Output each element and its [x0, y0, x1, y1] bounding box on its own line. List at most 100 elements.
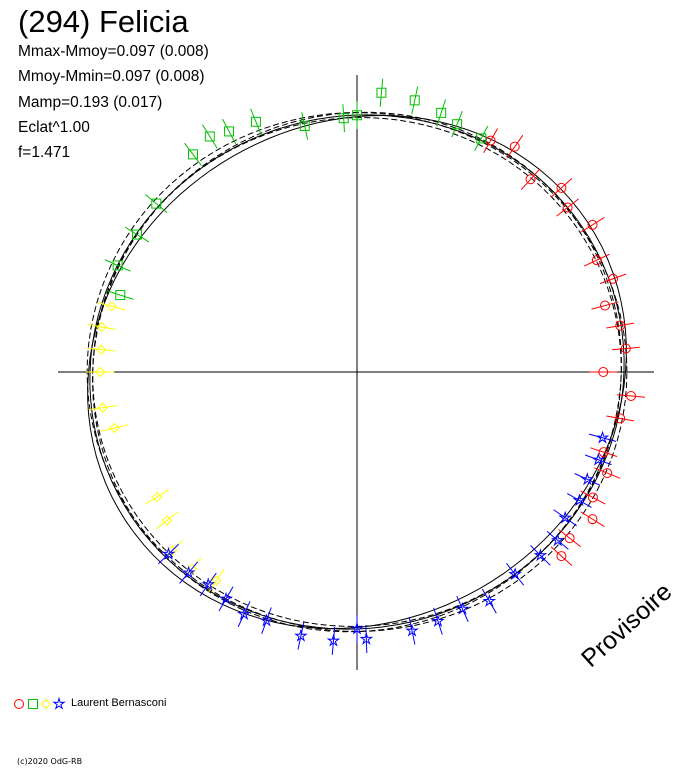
data-point-blue-7 — [181, 565, 196, 579]
error-bar-red-18 — [558, 529, 581, 548]
data-point-blue-1 — [326, 633, 341, 647]
data-point-green-2 — [436, 107, 447, 118]
error-bar-yellow-0 — [97, 302, 126, 311]
error-bar-red-14 — [590, 447, 618, 457]
error-bar-red-9 — [606, 322, 635, 329]
data-point-yellow-3 — [95, 366, 106, 378]
error-bar-blue-3 — [261, 607, 272, 634]
error-bar-blue-2 — [297, 622, 305, 650]
data-point-yellow-4 — [97, 402, 108, 413]
error-bar-red-15 — [594, 467, 621, 479]
legend-observer: Laurent Bernasconi — [71, 697, 167, 709]
data-point-blue-15 — [533, 548, 548, 562]
data-point-blue-8 — [161, 546, 176, 560]
data-point-red-13 — [615, 413, 626, 424]
error-bar-blue-16 — [546, 531, 569, 550]
data-point-red-2 — [525, 174, 536, 185]
data-point-green-6 — [338, 113, 349, 124]
error-bar-blue-8 — [158, 543, 179, 565]
data-point-red-9 — [615, 320, 626, 331]
data-point-blue-4 — [237, 606, 251, 621]
data-point-yellow-8 — [167, 545, 178, 556]
data-point-blue-11 — [431, 614, 445, 627]
data-point-green-8 — [250, 116, 261, 127]
error-bar-red-5 — [580, 216, 605, 233]
error-bar-red-0 — [483, 128, 499, 153]
error-bar-blue-6 — [199, 572, 217, 597]
data-point-red-15 — [602, 468, 613, 479]
data-point-yellow-1 — [96, 321, 107, 333]
error-bar-red-17 — [580, 511, 605, 528]
error-bar-yellow-7 — [155, 511, 179, 530]
data-point-green-4 — [476, 133, 487, 144]
data-point-red-11 — [598, 367, 609, 377]
data-point-blue-3 — [259, 613, 274, 627]
data-point-blue-5 — [219, 591, 233, 605]
data-point-blue-0 — [350, 621, 364, 635]
error-bar-green-13 — [124, 226, 150, 243]
error-bar-blue-1 — [331, 626, 336, 655]
data-point-yellow-5 — [109, 422, 120, 434]
data-point-yellow-0 — [106, 301, 117, 312]
error-bar-red-2 — [520, 168, 541, 190]
chart-title: (294) Felicia — [18, 4, 189, 39]
data-point-blue-6 — [201, 577, 216, 591]
data-point-green-0 — [376, 87, 387, 98]
stat-eclat: Eclat^1.00 — [18, 119, 90, 136]
data-point-red-18 — [564, 533, 575, 544]
data-point-blue-17 — [558, 510, 572, 524]
error-bar-yellow-2 — [87, 347, 116, 352]
error-bar-green-6 — [342, 104, 345, 133]
error-bar-green-9 — [222, 118, 237, 145]
error-bar-blue-4 — [237, 601, 251, 628]
data-point-red-17 — [587, 514, 598, 525]
error-bar-red-4 — [556, 198, 579, 217]
error-bar-red-1 — [506, 134, 524, 159]
error-bar-green-7 — [301, 112, 309, 140]
error-bar-green-14 — [104, 259, 131, 272]
error-bar-blue-15 — [530, 545, 551, 566]
error-bar-green-0 — [379, 78, 384, 107]
error-bar-red-13 — [606, 415, 635, 422]
error-bar-blue-19 — [574, 473, 601, 486]
data-point-green-9 — [224, 126, 235, 137]
data-point-yellow-7 — [161, 515, 173, 526]
error-bar-green-2 — [436, 99, 447, 127]
data-point-red-4 — [562, 202, 573, 213]
data-point-red-5 — [587, 219, 598, 230]
data-point-green-7 — [299, 120, 310, 131]
data-point-yellow-6 — [151, 491, 163, 503]
error-bar-blue-11 — [433, 607, 443, 635]
error-bar-blue-17 — [553, 509, 577, 527]
data-point-red-1 — [509, 141, 520, 152]
error-bar-blue-14 — [506, 562, 525, 586]
data-point-blue-18 — [572, 493, 587, 507]
data-point-red-3 — [556, 182, 567, 193]
error-bar-blue-9 — [365, 625, 368, 654]
error-bar-blue-13 — [481, 588, 497, 614]
error-bar-green-11 — [184, 142, 202, 166]
data-points — [86, 78, 646, 655]
data-point-red-8 — [600, 300, 611, 311]
error-bar-yellow-4 — [88, 405, 117, 411]
legend-markers — [14, 696, 66, 710]
data-point-red-10 — [620, 343, 631, 354]
data-point-blue-20 — [591, 452, 606, 466]
error-bar-red-10 — [611, 346, 640, 351]
stat-mamp: Mamp=0.193 (0.017) — [18, 94, 163, 111]
data-point-green-10 — [204, 131, 215, 142]
error-bar-red-3 — [550, 178, 573, 198]
stat-mmax-mmoy: Mmax-Mmoy=0.097 (0.008) — [18, 43, 209, 60]
error-bar-red-6 — [583, 253, 610, 267]
data-point-green-3 — [452, 119, 463, 130]
error-bar-red-8 — [591, 301, 619, 310]
error-bar-red-12 — [617, 394, 646, 398]
error-bar-yellow-6 — [144, 489, 170, 505]
legend-marker-red — [14, 699, 24, 709]
data-point-green-11 — [188, 149, 199, 160]
data-point-blue-12 — [455, 601, 470, 615]
data-point-blue-13 — [482, 594, 497, 607]
copyright: (c)2020 OdG-RB — [17, 757, 83, 766]
data-point-blue-14 — [508, 567, 522, 581]
data-point-blue-16 — [550, 533, 565, 547]
